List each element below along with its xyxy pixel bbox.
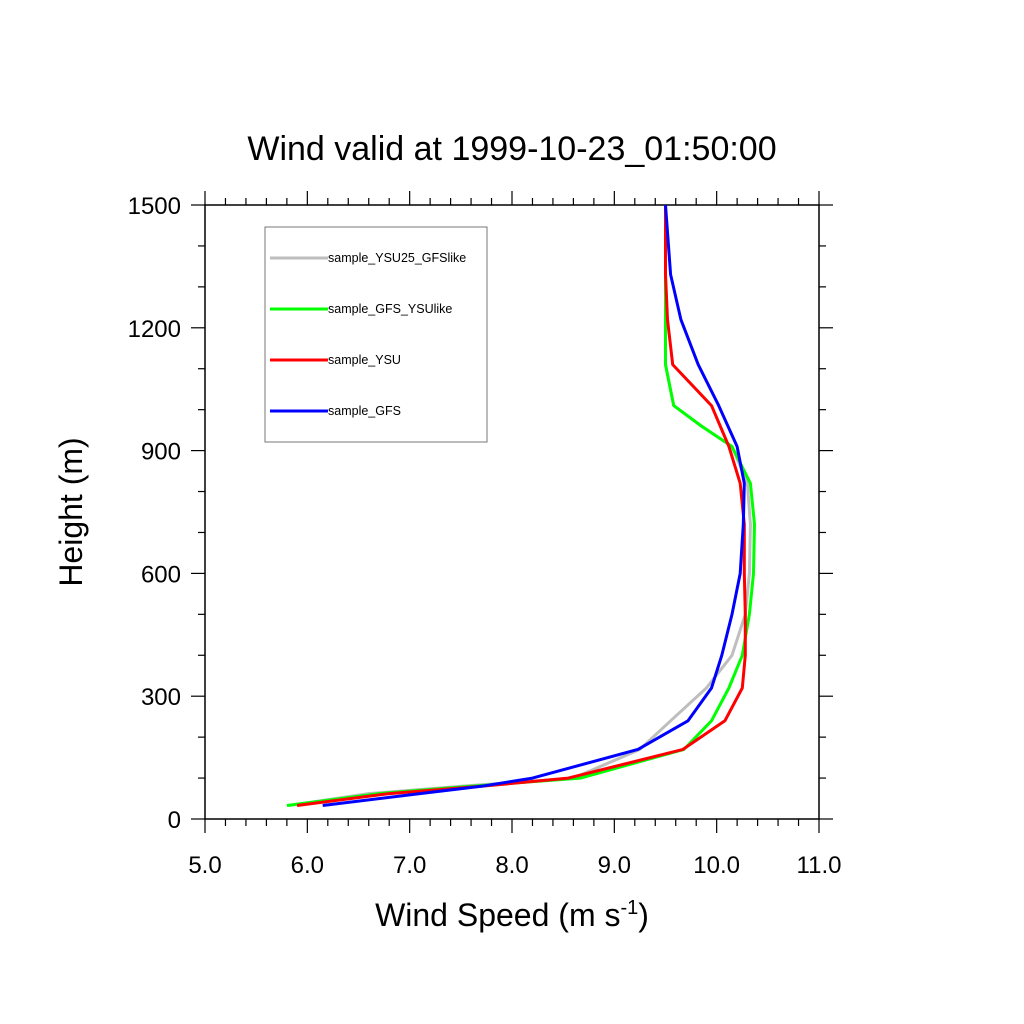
legend-label: sample_GFS bbox=[328, 404, 401, 418]
legend: sample_YSU25_GFSlike sample_GFS_YSUlikesa… bbox=[264, 226, 488, 443]
x-axis-label-superscript: -1 bbox=[620, 897, 638, 919]
x-tick-label: 5.0 bbox=[188, 852, 221, 879]
series-line-sample-ysu bbox=[296, 205, 747, 807]
legend-box bbox=[264, 226, 488, 443]
x-tick-label: 10.0 bbox=[693, 852, 740, 879]
legend-items: sample_YSU25_GFSlike sample_GFS_YSUlikesa… bbox=[270, 251, 466, 418]
y-tick-label: 0 bbox=[168, 807, 181, 834]
legend-label: sample_YSU25_GFSlike bbox=[328, 251, 466, 265]
series-line-sample-gfs bbox=[322, 204, 746, 807]
x-tick-label: 11.0 bbox=[797, 852, 842, 879]
x-tick-label: 9.0 bbox=[598, 852, 631, 879]
series-lines bbox=[286, 204, 756, 807]
y-tick-label: 300 bbox=[141, 684, 181, 711]
x-tick-label: 6.0 bbox=[291, 852, 324, 879]
x-axis-label-suffix: ) bbox=[638, 897, 649, 933]
y-axis-label: Height (m) bbox=[53, 437, 89, 586]
y-tick-label: 1200 bbox=[128, 316, 181, 343]
x-axis-label-main: Wind Speed (m s bbox=[375, 897, 620, 933]
legend-label: sample_YSU bbox=[328, 353, 401, 367]
y-tick-label: 1500 bbox=[128, 193, 181, 220]
x-tick-label: 8.0 bbox=[495, 852, 528, 879]
x-axis-label: Wind Speed (m s-1) bbox=[375, 897, 649, 933]
series-line-sample-gfs-ysulike bbox=[286, 205, 756, 807]
y-tick-label: 900 bbox=[141, 439, 181, 466]
legend-label: sample_GFS_YSUlike bbox=[328, 302, 452, 316]
x-tick-label: 7.0 bbox=[393, 852, 426, 879]
tick-labels: 5.0 6.0 7.0 8.0 9.0 10.0 11.0 0 300 600 900 1200 150… bbox=[128, 193, 842, 879]
plot-frame bbox=[204, 204, 820, 820]
y-tick-label: 600 bbox=[141, 561, 181, 588]
chart-title: Wind valid at 1999-10-23_01:50:00 bbox=[247, 130, 776, 168]
tick-marks bbox=[191, 191, 833, 833]
